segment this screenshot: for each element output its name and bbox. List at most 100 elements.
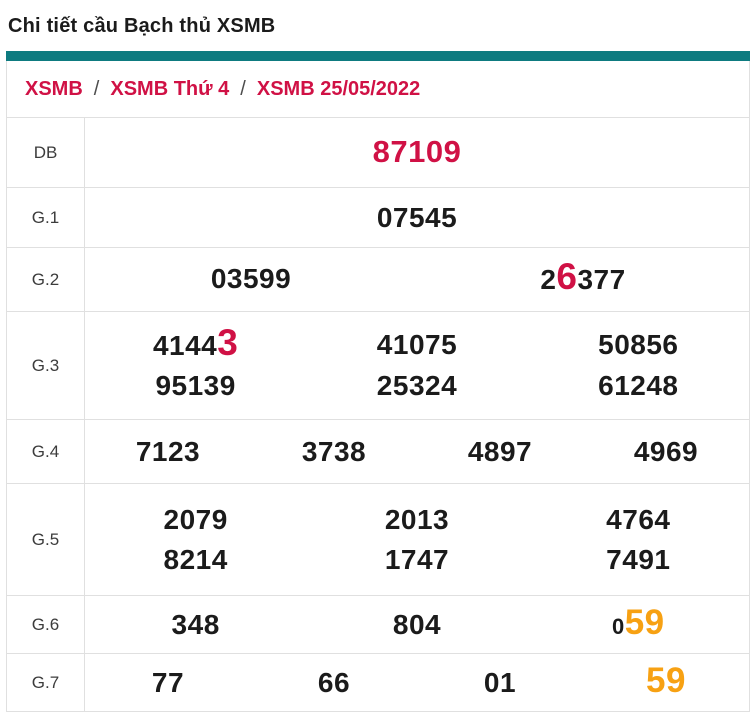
highlighted-digits: 87109 [372,133,462,169]
prize-row-g4: G.4 7123 3738 4897 4969 [7,419,749,483]
prize-digits: 66 [317,666,351,698]
prize-value-line: 348 804 059 [85,602,749,644]
prize-values: 07545 [85,188,749,247]
highlighted-digits: 59 [624,602,665,642]
prize-digits: 2079 [163,503,228,535]
prize-value: 66 [251,664,417,702]
prize-digits: 8214 [163,543,228,575]
prize-value: 2013 [306,501,527,539]
prize-value-line: 03599 26377 [85,258,749,299]
highlighted-digits: 6 [556,256,578,298]
prize-digits: 7491 [606,543,671,575]
lottery-results-table: DB 87109 G.1 07545 G.2 03599 26377 G.3 41443 4107… [7,117,749,711]
prize-digits: 07545 [376,201,458,233]
prize-row-g7: G.7 77 66 01 59 [7,653,749,711]
prize-value: 07545 [85,199,749,237]
prize-value: 4764 [528,501,749,539]
prize-value: 4897 [417,433,583,471]
prize-value: 61248 [528,367,749,405]
prize-digits: 2013 [384,503,450,535]
prize-value-line: 07545 [85,199,749,237]
prize-row-db: DB 87109 [7,117,749,187]
prize-value-line: 87109 [85,134,749,172]
panel-accent-bar [6,51,750,61]
breadcrumb-link[interactable]: XSMB 25/05/2022 [256,77,421,100]
prize-value: 77 [85,664,251,702]
prize-value-line: 95139 25324 61248 [85,367,749,405]
prize-row-g6: G.6 348 804 059 [7,595,749,653]
prize-row-g3: G.3 41443 41075 50856 95139 25324 61248 [7,311,749,419]
prize-row-g5: G.5 2079 2013 4764 8214 1747 7491 [7,483,749,595]
breadcrumb: XSMB / XSMB Thứ 4 / XSMB 25/05/2022 [7,61,749,117]
highlighted-digits: 3 [217,322,239,364]
prize-digits: 7123 [135,435,201,467]
prize-value: 348 [85,606,306,644]
prize-value: 8214 [85,541,306,579]
breadcrumb-separator: / [240,77,246,100]
prize-digits: 95139 [155,370,236,401]
prize-digits: 377 [577,264,626,296]
prize-label: G.6 [7,596,85,653]
prize-label: G.3 [7,312,85,419]
prize-value: 87109 [85,134,749,172]
prize-value: 25324 [306,367,527,405]
prize-value: 41075 [306,326,527,365]
prize-value: 7491 [528,541,749,579]
prize-value-line: 41443 41075 50856 [85,324,749,365]
lottery-detail-panel: XSMB / XSMB Thứ 4 / XSMB 25/05/2022 DB 87109 G… [6,51,750,712]
prize-value-line: 7123 3738 4897 4969 [85,433,749,471]
prize-value: 95139 [85,367,306,405]
prize-digits: 348 [171,608,220,640]
prize-label: DB [7,118,85,187]
prize-value: 1747 [306,541,527,579]
prize-value-line: 8214 1747 7491 [85,541,749,579]
prize-digits: 50856 [598,329,679,361]
prize-digits: 25324 [376,370,458,401]
prize-digits: 41075 [376,329,458,361]
prize-digits: 3738 [301,435,367,467]
panel-body: XSMB / XSMB Thứ 4 / XSMB 25/05/2022 DB 87109 G… [6,61,750,712]
prize-values: 87109 [85,118,749,187]
prize-value: 03599 [85,260,417,299]
prize-digits: 2 [540,264,557,296]
prize-value: 3738 [251,433,417,471]
prize-digits: 4144 [152,330,218,362]
prize-value: 2079 [85,501,306,539]
prize-values: 348 804 059 [85,596,749,653]
prize-digits: 1747 [384,543,450,575]
prize-value: 26377 [417,258,749,299]
prize-value: 7123 [85,433,251,471]
prize-label: G.2 [7,248,85,311]
highlighted-digits: 59 [646,660,686,700]
prize-label: G.5 [7,484,85,595]
prize-value: 50856 [528,326,749,365]
prize-values: 77 66 01 59 [85,654,749,711]
highlighted-digits: 0 [611,613,625,639]
prize-value: 59 [583,660,749,702]
prize-digits: 03599 [210,263,292,295]
prize-value: 804 [306,606,527,644]
prize-value: 4969 [583,433,749,471]
prize-value-line: 2079 2013 4764 [85,501,749,539]
prize-value: 41443 [85,324,306,365]
prize-label: G.7 [7,654,85,711]
breadcrumb-separator: / [93,77,100,100]
prize-value: 01 [417,664,583,702]
prize-values: 7123 3738 4897 4969 [85,420,749,483]
prize-row-g2: G.2 03599 26377 [7,247,749,311]
prize-digits: 804 [392,608,442,640]
prize-digits: 77 [151,666,185,698]
prize-value-line: 77 66 01 59 [85,660,749,702]
prize-values: 41443 41075 50856 95139 25324 61248 [85,312,749,419]
prize-digits: 61248 [598,370,679,401]
prize-row-g1: G.1 07545 [7,187,749,247]
prize-label: G.1 [7,188,85,247]
prize-value: 059 [528,602,749,644]
breadcrumb-link[interactable]: XSMB Thứ 4 [110,77,230,100]
prize-digits: 01 [483,666,517,698]
prize-digits: 4897 [467,435,533,467]
prize-values: 03599 26377 [85,248,749,311]
prize-digits: 4969 [633,435,699,467]
page-title: Chi tiết cầu Bạch thủ XSMB [8,15,276,37]
breadcrumb-link[interactable]: XSMB [25,77,83,100]
